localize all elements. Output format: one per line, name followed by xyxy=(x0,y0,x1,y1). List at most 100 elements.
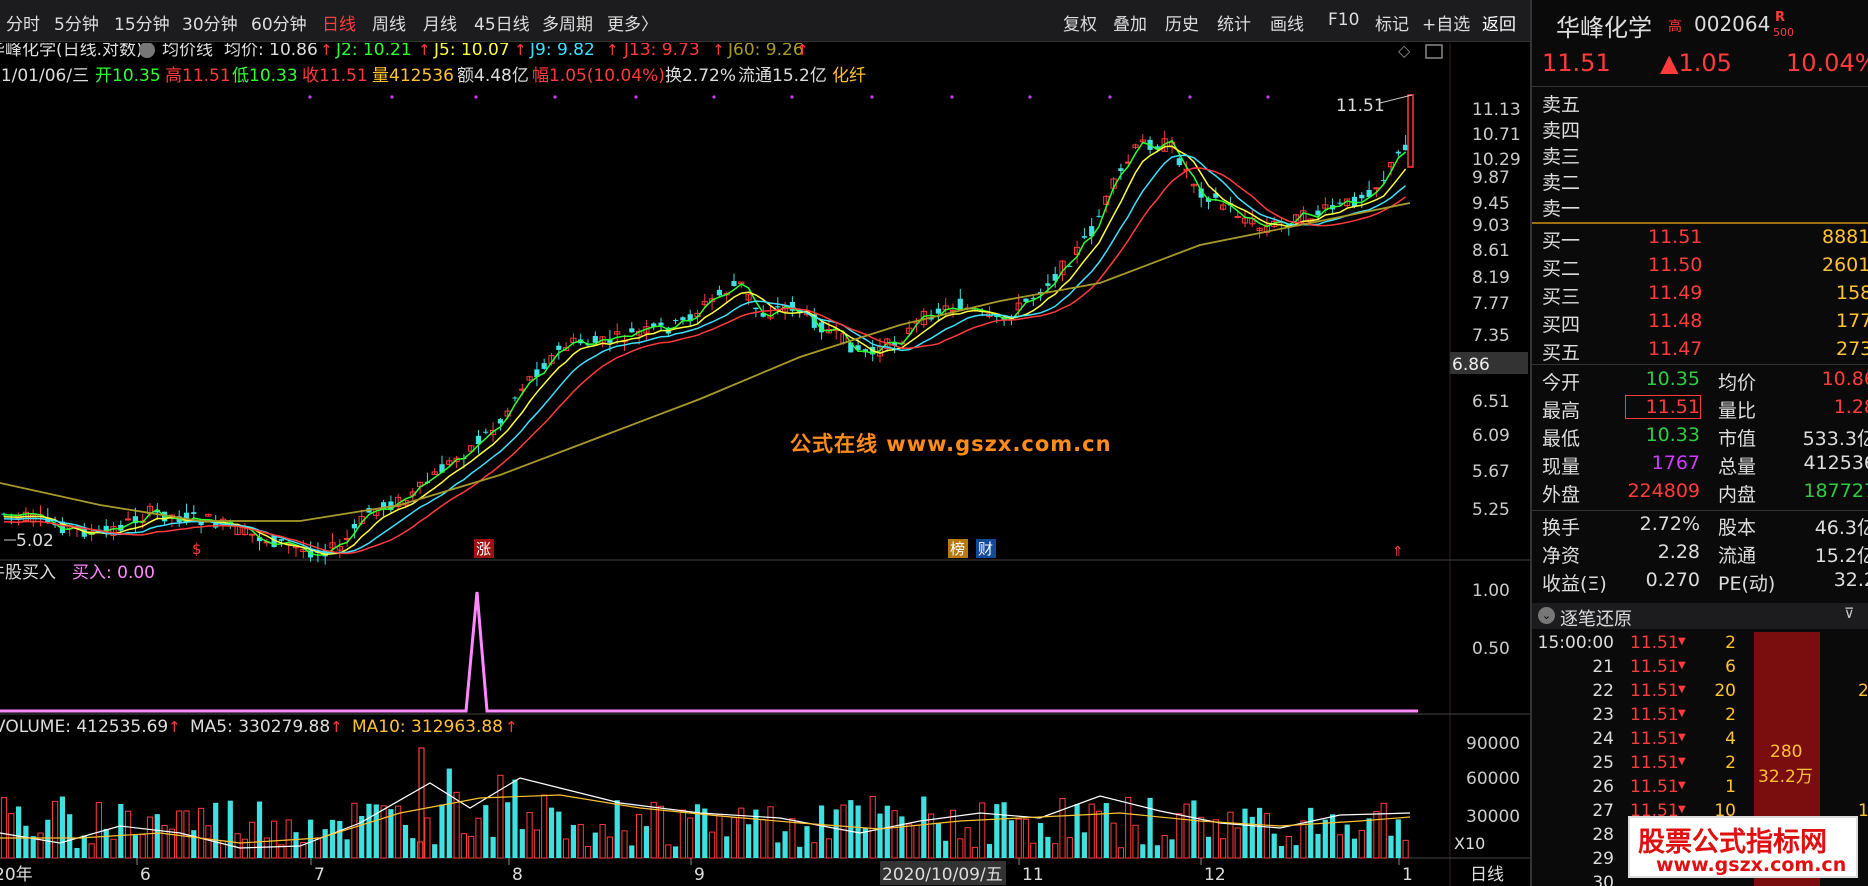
history-button[interactable]: 历史 xyxy=(1165,15,1199,35)
candle-body xyxy=(198,522,204,525)
tab-period-multi[interactable]: 多周期 xyxy=(542,15,593,35)
tab-period-15min[interactable]: 15分钟 xyxy=(114,15,170,35)
volume-bar xyxy=(497,774,504,859)
svg-text:9: 9 xyxy=(694,865,705,885)
volume-bar xyxy=(1191,800,1197,858)
tab-period-weekly[interactable]: 周线 xyxy=(372,15,406,35)
bid-price-2: 11.50 xyxy=(1648,254,1703,276)
up-arrow-icon: ↑ xyxy=(320,43,333,59)
stat-value: 10.86 xyxy=(1821,368,1868,390)
volume-bar xyxy=(716,814,723,859)
candle-body xyxy=(673,320,679,322)
volume-bar xyxy=(1358,829,1365,859)
volume-bar xyxy=(1103,803,1109,858)
divider xyxy=(1532,86,1868,87)
adjust-button[interactable]: 复权 xyxy=(1063,15,1097,35)
candle-body xyxy=(731,281,737,286)
candle-body xyxy=(935,308,941,314)
tab-period-30min[interactable]: 30分钟 xyxy=(182,15,238,35)
tick-volume: 2 xyxy=(1725,753,1736,773)
volume-bar xyxy=(1117,847,1125,859)
candle-body xyxy=(431,471,438,475)
mark-button[interactable]: 标记 xyxy=(1375,15,1409,35)
panel-layout-icon[interactable] xyxy=(1425,44,1443,59)
volume-bar xyxy=(1183,803,1190,859)
volume-bar xyxy=(971,846,978,859)
bid-vol-4: 177 xyxy=(1836,310,1868,332)
tick-time: 30 xyxy=(1592,873,1614,886)
volume-bar xyxy=(884,805,890,858)
candle-body xyxy=(819,322,825,333)
f10-button[interactable]: F10 xyxy=(1328,10,1360,30)
volume-bar xyxy=(59,796,65,858)
draw-button[interactable]: 画线 xyxy=(1270,15,1304,35)
volume-bar xyxy=(490,836,496,858)
diamond-icon[interactable]: ◇ xyxy=(1398,41,1411,60)
stat-value: 10.33 xyxy=(1645,424,1700,446)
tab-period-daily[interactable]: 日线 xyxy=(322,15,356,35)
filter-icon[interactable]: ⊽ xyxy=(1844,606,1855,622)
tick-price: 11.51 xyxy=(1630,705,1679,725)
volume-bar xyxy=(1300,820,1307,859)
volume-bar xyxy=(67,814,73,858)
tick-price: 11.51 xyxy=(1630,657,1679,677)
up-arrow-icon: ↑ xyxy=(796,43,809,59)
tab-period-45day[interactable]: 45日线 xyxy=(474,15,530,35)
svg-text:10.71: 10.71 xyxy=(1472,125,1521,145)
volume-bar xyxy=(285,819,292,859)
stats-button[interactable]: 统计 xyxy=(1217,15,1251,35)
candle-body xyxy=(701,301,708,306)
svg-text:5.67: 5.67 xyxy=(1472,462,1510,482)
svg-text:9.87: 9.87 xyxy=(1472,168,1510,188)
price-plot xyxy=(0,94,1414,565)
volume-bar xyxy=(1402,839,1409,859)
signal-dot xyxy=(390,95,394,99)
volume-bar xyxy=(1161,835,1168,859)
volume-bar xyxy=(1293,845,1299,858)
volume-bar xyxy=(994,804,1000,858)
back-button[interactable]: 返回 xyxy=(1482,15,1516,35)
candle-body xyxy=(59,521,65,534)
stat-label: 量比 xyxy=(1718,400,1757,422)
tab-period-5min[interactable]: 5分钟 xyxy=(54,15,99,35)
volume-bar xyxy=(935,823,941,858)
fund-label: PE(动) xyxy=(1718,573,1776,595)
tab-period-60min[interactable]: 60分钟 xyxy=(251,15,307,35)
high-pointer xyxy=(1379,94,1413,104)
big-order-amount: 32.2万 xyxy=(1758,767,1813,787)
volume-bar xyxy=(556,811,562,858)
tick-volume: 2 xyxy=(1725,633,1736,653)
volume-bar xyxy=(548,807,555,858)
candle-body xyxy=(381,502,387,509)
add-watchlist-button[interactable]: +自选 xyxy=(1422,15,1471,35)
watermark: 公式在线 www.gszx.com.cn xyxy=(790,432,1112,456)
volume-bar xyxy=(643,826,649,858)
ask-level-1: 卖一 xyxy=(1542,198,1581,220)
logo-url: www.gszx.com.cn xyxy=(1656,854,1847,876)
ask-level-4: 卖四 xyxy=(1542,120,1581,142)
candle-body xyxy=(1395,151,1401,154)
candle-body xyxy=(191,512,197,515)
volume-bar xyxy=(724,836,730,858)
collapse-icon[interactable]: ⌄ xyxy=(1538,607,1555,624)
ma-toggle-icon[interactable] xyxy=(139,42,155,58)
ma-j60-label: J60: 9.26 xyxy=(727,43,804,60)
overlay-button[interactable]: 叠加 xyxy=(1113,15,1147,35)
divider xyxy=(1532,510,1868,511)
fund-value: 32.2 xyxy=(1833,569,1868,591)
volume-bar xyxy=(1147,797,1153,858)
bid-price-4: 11.48 xyxy=(1648,310,1703,332)
volume-bar xyxy=(154,814,160,858)
volume-bar xyxy=(709,831,716,859)
fund-value: 0.270 xyxy=(1645,569,1700,591)
tab-period-monthly[interactable]: 月线 xyxy=(423,15,457,35)
tick-volume: 2 xyxy=(1725,705,1736,725)
volume-bar xyxy=(840,804,847,859)
volume-bar xyxy=(1278,845,1285,858)
chart-area[interactable]: 华峰化学(日线.对数) 均价线 均价: 10.86 J2: 10.21 J5: … xyxy=(0,40,1530,886)
candle-body xyxy=(775,306,781,308)
volume-bar xyxy=(198,807,205,859)
tab-period-more[interactable]: 更多〉 xyxy=(607,15,658,35)
top-toolbar: 分时 5分钟 15分钟 30分钟 60分钟 日线 周线 月线 45日线 多周期 … xyxy=(0,0,1530,42)
tab-period-1min[interactable]: 分时 xyxy=(6,15,40,35)
